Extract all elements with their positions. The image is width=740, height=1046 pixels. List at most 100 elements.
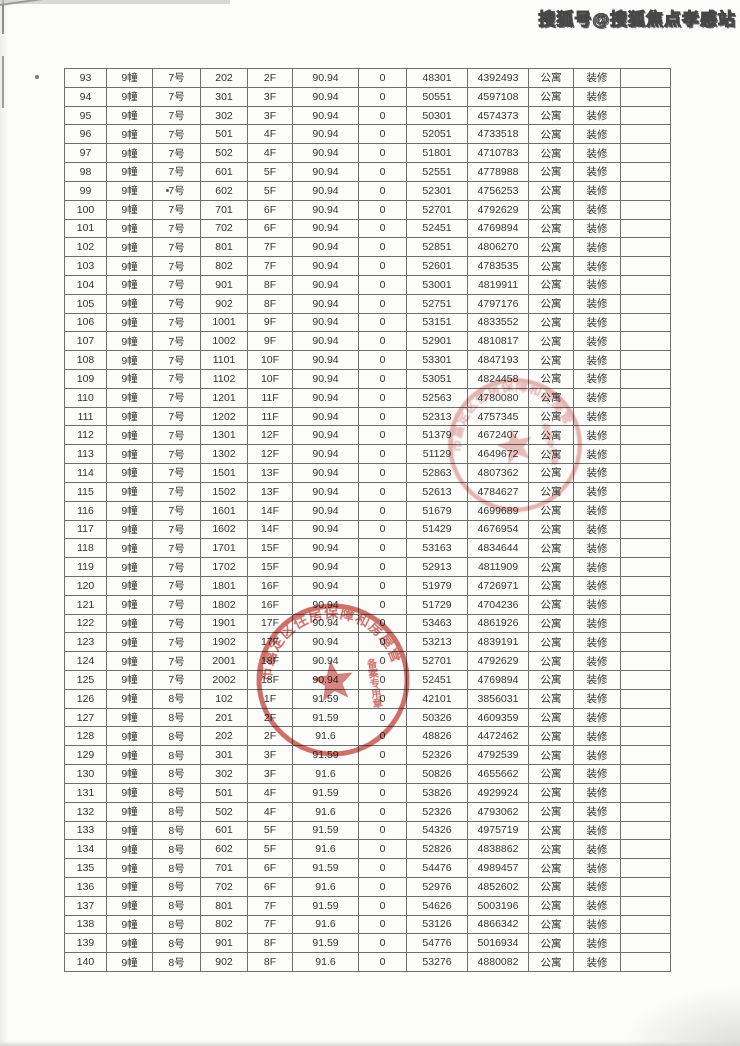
table-row: 107 9幢 7号 1002 9F 90.94 0 52901 4810817 …: [64, 331, 671, 352]
cell-area: 90.94: [292, 481, 359, 502]
cell-index: 140: [64, 952, 107, 972]
cell-total-price: 4989457: [467, 858, 529, 878]
cell-unit: 7号: [152, 651, 201, 671]
cell-zero: 0: [358, 764, 407, 784]
cell-blank: [620, 218, 671, 239]
cell-zero: 0: [358, 180, 407, 201]
cell-zero: 0: [358, 933, 407, 954]
cell-zero: 0: [358, 670, 407, 690]
cell-total-price: 4769894: [467, 218, 529, 239]
cell-unit: 7号: [152, 293, 201, 314]
cell-decoration: 装修: [573, 256, 621, 276]
cell-blank: [620, 914, 671, 935]
cell-decoration: 装修: [573, 575, 621, 596]
cell-floor: 8F: [247, 952, 293, 972]
cell-total-price: 4574373: [467, 105, 529, 126]
cell-building: 9幢: [106, 180, 153, 201]
cell-building: 9幢: [106, 670, 153, 690]
cell-zero: 0: [358, 105, 407, 126]
cell-room: 1102: [200, 369, 248, 389]
cell-room: 1502: [200, 481, 248, 502]
cell-blank: [620, 632, 671, 653]
cell-blank: [620, 782, 671, 803]
cell-index: 104: [64, 274, 107, 295]
cell-decoration: 装修: [573, 858, 621, 878]
cell-floor: 11F: [247, 406, 293, 427]
cell-blank: [620, 688, 671, 709]
cell-area: 90.94: [292, 406, 359, 427]
cell-total-price: 4699689: [467, 500, 529, 521]
cell-decoration: 装修: [573, 463, 621, 483]
cell-area: 90.94: [292, 651, 359, 671]
cell-type: 公寓: [528, 914, 574, 935]
cell-zero: 0: [358, 538, 407, 559]
cell-area: 90.94: [292, 293, 359, 314]
table-row: 97 9幢 7号 502 4F 90.94 0 51801 4710783 公寓…: [64, 143, 671, 164]
cell-unit: 8号: [152, 933, 201, 954]
cell-type: 公寓: [528, 406, 574, 427]
cell-blank: [620, 538, 671, 559]
table-row: 124 9幢 7号 2001 18F 90.94 0 52701 4792629…: [64, 651, 671, 671]
cell-building: 9幢: [106, 575, 153, 596]
cell-floor: 3F: [247, 105, 293, 126]
cell-room: 1901: [200, 613, 248, 634]
table-row: 122 9幢 7号 1901 17F 90.94 0 53463 4861926…: [64, 613, 671, 634]
cell-total-price: 4655662: [467, 764, 529, 784]
cell-decoration: 装修: [573, 444, 621, 465]
cell-zero: 0: [358, 895, 407, 916]
cell-unit: 7号: [152, 575, 201, 596]
table-row: 127 9幢 8号 201 2F 91.59 0 50326 4609359 公…: [64, 707, 671, 728]
cell-room: 1802: [200, 594, 248, 615]
cell-type: 公寓: [528, 162, 574, 182]
cell-area: 91.59: [292, 895, 359, 916]
cell-total-price: 4792629: [467, 199, 529, 220]
cell-index: 136: [64, 876, 107, 897]
cell-area: 90.94: [292, 387, 359, 408]
cell-unit: 7号: [152, 68, 201, 88]
cell-unit-price: 52913: [406, 557, 468, 577]
cell-building: 9幢: [106, 726, 153, 747]
cell-blank: [620, 86, 671, 107]
cell-unit-price: 53301: [406, 350, 468, 370]
cell-building: 9幢: [106, 425, 153, 446]
table-row: 128 9幢 8号 202 2F 91.6 0 48826 4472462 公寓…: [64, 726, 671, 747]
table-row: 100 9幢 7号 701 6F 90.94 0 52701 4792629 公…: [64, 199, 671, 220]
cell-room: 701: [200, 199, 248, 220]
cell-area: 90.94: [292, 105, 359, 126]
cell-blank: [620, 557, 671, 577]
cell-type: 公寓: [528, 331, 574, 352]
cell-unit: 8号: [152, 839, 201, 860]
cell-total-price: 4824458: [467, 369, 529, 389]
cell-room: 601: [200, 162, 248, 182]
cell-blank: [620, 481, 671, 502]
cell-building: 9幢: [106, 218, 153, 239]
table-row: 132 9幢 8号 502 4F 91.6 0 52326 4793062 公寓…: [64, 801, 671, 822]
table-row: 126 9幢 8号 102 1F 91.59 0 42101 3856031 公…: [64, 688, 671, 709]
cell-blank: [620, 68, 671, 88]
cell-floor: 12F: [247, 425, 293, 446]
cell-room: 1301: [200, 425, 248, 446]
cell-total-price: 5003196: [467, 895, 529, 916]
cell-total-price: 4839191: [467, 632, 529, 653]
cell-total-price: 4861926: [467, 613, 529, 634]
cell-blank: [620, 764, 671, 784]
cell-decoration: 装修: [573, 312, 621, 333]
cell-type: 公寓: [528, 632, 574, 653]
cell-building: 9幢: [106, 256, 153, 276]
cell-area: 90.94: [292, 369, 359, 389]
cell-room: 102: [200, 688, 248, 709]
cell-index: 123: [64, 632, 107, 653]
cell-index: 105: [64, 293, 107, 314]
cell-area: 91.59: [292, 707, 359, 728]
cell-unit: 8号: [152, 764, 201, 784]
cell-total-price: 4710783: [467, 143, 529, 164]
cell-area: 90.94: [292, 124, 359, 145]
cell-building: 9幢: [106, 952, 153, 972]
cell-index: 116: [64, 500, 107, 521]
cell-unit-price: 50326: [406, 707, 468, 728]
cell-building: 9幢: [106, 858, 153, 878]
cell-zero: 0: [358, 688, 407, 709]
cell-index: 127: [64, 707, 107, 728]
cell-decoration: 装修: [573, 425, 621, 446]
cell-type: 公寓: [528, 858, 574, 878]
